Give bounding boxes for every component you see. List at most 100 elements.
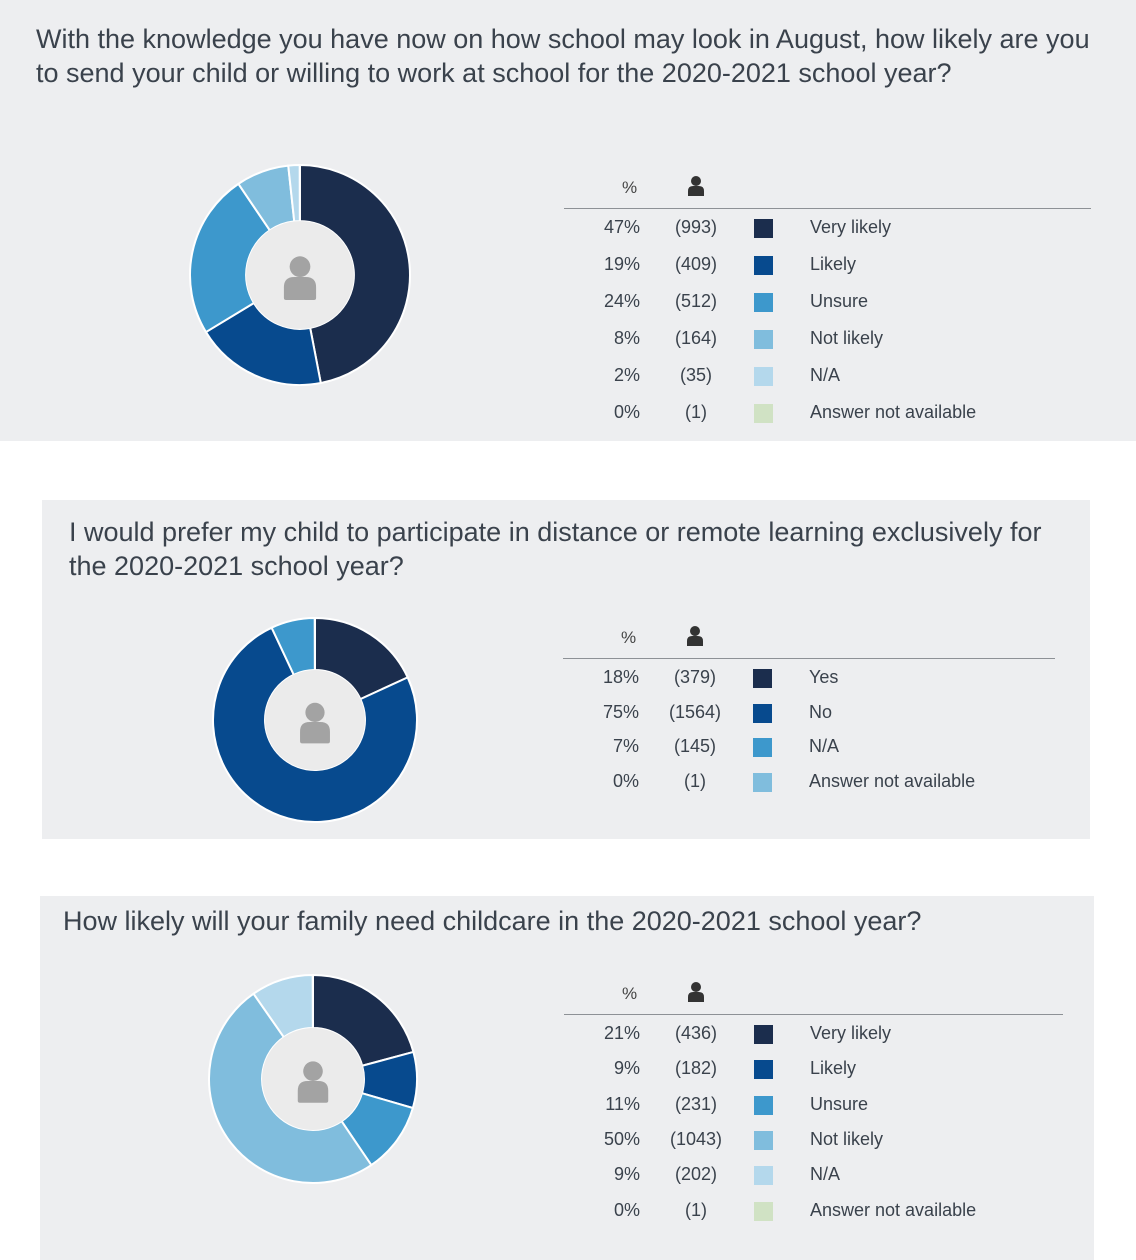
person-icon [297,1061,329,1103]
percent-column-header: % [622,178,638,197]
legend-percent: 0% [612,770,639,791]
legend-swatch [753,738,772,757]
legend-percent: 2% [613,365,640,385]
legend-count: (182) [674,1058,718,1079]
legend-table: % 18% (379) Yes 75% (1564) No 7% (145) N/A 0% (1) An… [563,626,1055,818]
legend-row: 0% (1) Answer not available [564,398,1091,428]
legend-header: % [563,626,1055,659]
legend-swatch [754,1201,773,1221]
survey-panel-2: I would prefer my child to participate i… [42,500,1090,839]
legend-row: 9% (182) Likely [564,1054,1063,1084]
question-title: With the knowledge you have now on how s… [36,24,1090,88]
legend-swatch [754,367,773,386]
legend-swatch [754,330,773,349]
legend-swatch [754,404,773,423]
legend-count: (145) [673,736,717,756]
legend-count: (409) [674,254,718,274]
donut-chart [208,973,418,1184]
legend-swatch [754,1166,773,1186]
percent-column-header: % [622,984,638,1003]
legend-swatch [753,669,772,688]
legend-swatch [753,772,772,792]
legend-percent: 19% [603,254,640,274]
legend-count: (512) [674,291,718,311]
legend-label: Not likely [810,1128,884,1149]
legend-label: N/A [810,1164,841,1185]
legend-percent: 9% [613,1164,640,1185]
question-title: I would prefer my child to participate i… [69,517,1042,581]
legend-label: Likely [810,254,857,274]
legend-percent: 24% [603,291,640,311]
legend-row: 9% (202) N/A [564,1160,1063,1190]
legend-table: % 21% (436) Very likely 9% (182) Likely 11% (231… [564,982,1063,1256]
donut-chart [212,616,418,823]
legend-count: (202) [674,1164,718,1185]
legend-label: Answer not available [810,402,977,422]
legend-swatch [754,219,773,238]
legend-count: (993) [674,217,718,237]
legend-count: (1) [684,770,706,791]
legend-percent: 18% [602,667,639,687]
person-icon [300,702,330,744]
legend-percent: 50% [603,1128,640,1149]
legend-table: % 47% (993) Very likely 19% (409) Likely 24% (51… [564,176,1091,438]
legend-swatch [754,1025,773,1044]
legend-swatch [754,1060,773,1080]
legend-row: 24% (512) Unsure [564,287,1091,317]
legend-label: Answer not available [809,770,976,791]
legend-label: Likely [810,1058,857,1079]
legend-count: (1043) [669,1128,723,1149]
legend-row: 21% (436) Very likely [564,1019,1063,1049]
donut-chart [189,163,411,386]
legend-percent: 21% [603,1023,640,1043]
legend-row: 18% (379) Yes [563,663,1055,693]
legend-label: Answer not available [810,1199,977,1220]
legend-count: (379) [673,667,717,687]
legend-count: (35) [679,365,712,385]
legend-row: 11% (231) Unsure [564,1090,1063,1120]
legend-label: N/A [810,365,841,385]
legend-percent: 9% [613,1058,640,1079]
legend-percent: 75% [602,701,639,722]
legend-row: 47% (993) Very likely [564,213,1091,243]
legend-percent: 0% [613,402,640,422]
legend-label: Not likely [810,328,884,348]
legend-percent: 8% [613,328,640,348]
legend-row: 7% (145) N/A [563,732,1055,762]
legend-percent: 7% [612,736,639,756]
survey-panel-3: How likely will your family need childca… [40,896,1094,1260]
legend-swatch [753,703,772,723]
legend-swatch [754,1130,773,1150]
legend-count: (164) [674,328,718,348]
legend-count: (1) [685,402,707,422]
legend-label: Very likely [810,217,892,237]
legend-count: (436) [674,1023,718,1043]
question-title: How likely will your family need childca… [63,906,922,936]
legend-label: Unsure [810,1093,869,1114]
legend-label: Unsure [810,291,869,311]
legend-swatch [754,256,773,275]
legend-header: % [564,176,1091,209]
person-icon [283,256,317,300]
legend-swatch [754,293,773,312]
legend-count: (1) [685,1199,707,1220]
legend-row: 8% (164) Not likely [564,324,1091,354]
legend-row: 0% (1) Answer not available [563,767,1055,797]
legend-count: (1564) [668,701,722,722]
person-icon [688,982,704,1002]
percent-column-header: % [621,628,637,647]
legend-label: Very likely [810,1023,892,1043]
legend-row: 0% (1) Answer not available [564,1196,1063,1226]
legend-label: No [809,701,833,722]
legend-row: 19% (409) Likely [564,250,1091,280]
legend-label: N/A [809,736,840,756]
legend-label: Yes [809,667,839,687]
legend-percent: 47% [603,217,640,237]
legend-percent: 11% [605,1093,640,1114]
legend-row: 2% (35) N/A [564,361,1091,391]
person-icon [688,176,704,196]
survey-panel-1: With the knowledge you have now on how s… [0,0,1136,441]
legend-row: 75% (1564) No [563,698,1055,728]
legend-percent: 0% [613,1199,640,1220]
legend-count: (231) [674,1093,718,1114]
